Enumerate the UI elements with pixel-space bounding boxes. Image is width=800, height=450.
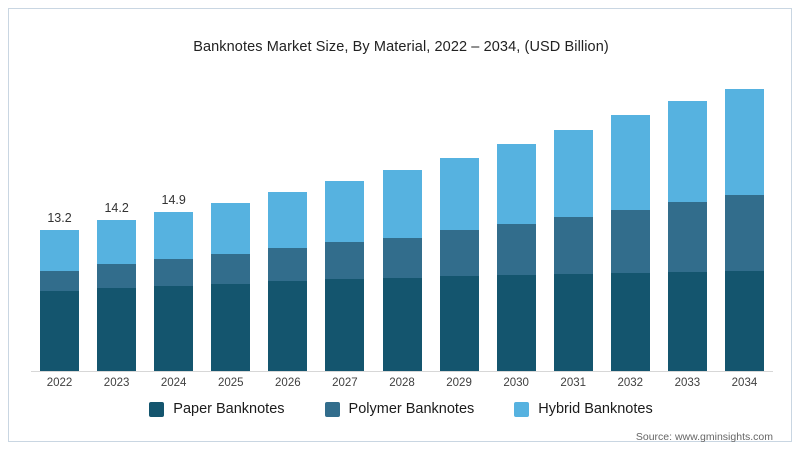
bar-2032[interactable] <box>610 115 650 371</box>
legend-label-polymer: Polymer Banknotes <box>348 401 475 417</box>
x-axis-tick-2031: 2031 <box>560 377 587 389</box>
segment-hybrid-2032 <box>610 115 650 210</box>
segment-hybrid-2022 <box>40 230 80 271</box>
bar-value-label-2022: 13.2 <box>47 211 72 226</box>
bar-2027[interactable] <box>325 181 365 371</box>
source-note: Source: www.gminsights.com <box>635 431 773 443</box>
segment-hybrid-2024 <box>154 212 194 260</box>
legend-label-paper: Paper Banknotes <box>173 401 285 417</box>
segment-polymer-2023 <box>97 264 137 288</box>
x-axis-tick-2027: 2027 <box>332 377 358 389</box>
segment-paper-2030 <box>496 275 536 371</box>
segment-polymer-2034 <box>724 195 764 271</box>
segment-hybrid-2029 <box>439 157 479 231</box>
segment-hybrid-2031 <box>553 129 593 218</box>
segment-hybrid-2030 <box>496 143 536 224</box>
segment-hybrid-2034 <box>724 89 764 196</box>
x-axis-tick-2032: 2032 <box>617 377 644 389</box>
segment-polymer-2032 <box>610 209 650 273</box>
bar-value-label-2023: 14.2 <box>104 200 129 215</box>
segment-polymer-2025 <box>211 253 251 284</box>
segment-paper-2024 <box>154 285 194 371</box>
bar-2022[interactable]: 13.2 <box>40 211 80 371</box>
segment-hybrid-2023 <box>97 219 137 265</box>
legend-swatch-hybrid <box>514 401 530 417</box>
segment-polymer-2029 <box>439 230 479 277</box>
legend-item-polymer: Polymer Banknotes <box>324 401 475 417</box>
segment-paper-2027 <box>325 279 365 371</box>
segment-paper-2022 <box>40 291 80 371</box>
segment-polymer-2024 <box>154 259 194 286</box>
bar-2034[interactable] <box>724 89 764 371</box>
segment-paper-2029 <box>439 276 479 371</box>
x-axis-tick-2034: 2034 <box>731 377 758 389</box>
x-axis-tick-2033: 2033 <box>674 377 701 389</box>
segment-polymer-2027 <box>325 241 365 280</box>
bar-2028[interactable] <box>382 170 422 371</box>
segment-polymer-2028 <box>382 237 422 279</box>
segment-polymer-2022 <box>40 270 80 291</box>
segment-polymer-2026 <box>268 248 308 282</box>
segment-paper-2023 <box>97 287 137 371</box>
x-axis-tick-2025: 2025 <box>217 377 244 389</box>
legend-label-hybrid: Hybrid Banknotes <box>538 401 653 417</box>
segment-polymer-2031 <box>553 217 593 274</box>
x-axis-tick-2030: 2030 <box>503 377 529 389</box>
bar-2030[interactable] <box>496 143 536 371</box>
bar-2023[interactable]: 14.2 <box>97 201 137 371</box>
segment-polymer-2033 <box>667 202 707 272</box>
bar-2025[interactable] <box>211 202 251 371</box>
bar-value-label-2024: 14.9 <box>161 193 186 208</box>
legend-item-paper: Paper Banknotes <box>149 401 285 417</box>
plot-area: 13.2 14.2 14.9 <box>31 83 773 371</box>
segment-polymer-2030 <box>496 223 536 275</box>
segment-hybrid-2027 <box>325 181 365 242</box>
bar-2031[interactable] <box>553 129 593 371</box>
chart-title: Banknotes Market Size, By Material, 2022… <box>193 39 609 55</box>
bar-2026[interactable] <box>268 191 308 371</box>
x-axis-tick-2029: 2029 <box>446 377 472 389</box>
segment-paper-2028 <box>382 278 422 371</box>
legend-swatch-paper <box>149 401 165 417</box>
legend-item-hybrid: Hybrid Banknotes <box>514 401 653 417</box>
segment-paper-2026 <box>268 281 308 371</box>
segment-hybrid-2033 <box>667 101 707 203</box>
chart-legend: Paper Banknotes Polymer Banknotes Hybrid… <box>9 401 793 417</box>
segment-paper-2032 <box>610 272 650 371</box>
segment-paper-2034 <box>724 270 764 371</box>
segment-paper-2031 <box>553 273 593 371</box>
x-axis-tick-2028: 2028 <box>389 377 415 389</box>
segment-paper-2033 <box>667 271 707 371</box>
segment-hybrid-2028 <box>382 170 422 238</box>
bar-2033[interactable] <box>667 101 707 371</box>
x-axis-tick-2024: 2024 <box>160 377 187 389</box>
chart-frame: Banknotes Market Size, By Material, 2022… <box>8 8 793 443</box>
bar-2029[interactable] <box>439 157 479 371</box>
bar-2024[interactable]: 14.9 <box>154 193 194 371</box>
axis-baseline <box>31 371 773 372</box>
segment-hybrid-2026 <box>268 191 308 249</box>
x-axis-tick-2023: 2023 <box>103 377 130 389</box>
segment-hybrid-2025 <box>211 202 251 254</box>
legend-swatch-polymer <box>324 401 340 417</box>
x-axis-tick-2026: 2026 <box>275 377 301 389</box>
segment-paper-2025 <box>211 283 251 371</box>
x-axis-tick-2022: 2022 <box>46 377 73 389</box>
